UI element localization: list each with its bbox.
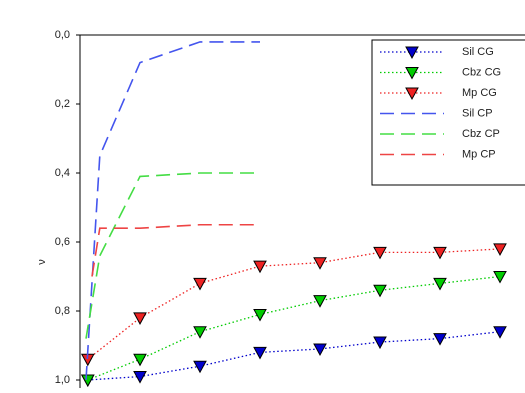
marker <box>133 371 147 384</box>
series-line <box>87 248 501 360</box>
marker <box>373 336 387 350</box>
legend-marker <box>405 46 419 60</box>
y-tick-label: 1,0 <box>55 374 70 386</box>
legend-marker <box>405 87 419 101</box>
y-tick-label: 0,2 <box>55 98 70 110</box>
marker <box>253 260 267 274</box>
series-line <box>87 275 501 381</box>
marker <box>493 271 507 284</box>
marker <box>193 326 207 339</box>
marker <box>80 374 95 388</box>
marker <box>253 308 267 322</box>
series-line <box>87 331 501 381</box>
marker <box>373 284 387 298</box>
marker <box>313 343 327 356</box>
y-axis-label: ν <box>36 259 48 265</box>
marker <box>433 246 447 260</box>
marker <box>193 277 207 291</box>
y-tick-label: 0,8 <box>55 305 70 317</box>
y-tick-label: 0,0 <box>55 29 70 41</box>
legend-label: Cbz CP <box>462 128 500 140</box>
marker <box>433 277 447 291</box>
legend-label: Mp CP <box>462 148 496 160</box>
marker <box>313 257 327 270</box>
marker <box>373 246 387 260</box>
series-line <box>91 223 260 277</box>
marker <box>493 243 507 256</box>
marker <box>313 295 327 308</box>
series-line <box>85 172 260 339</box>
legend-box <box>371 39 525 186</box>
legend-label: Cbz CG <box>462 66 501 78</box>
series-line <box>85 41 260 381</box>
legend-label: Sil CP <box>462 107 493 119</box>
marker <box>433 333 447 346</box>
marker <box>133 353 147 367</box>
y-tick-label: 0,6 <box>55 236 70 248</box>
legend-marker <box>405 67 419 80</box>
legend-label: Mp CG <box>462 87 497 99</box>
marker <box>133 312 147 325</box>
legend-label: Sil CG <box>462 46 494 58</box>
marker <box>493 326 507 339</box>
marker <box>193 360 207 374</box>
y-tick-label: 0,4 <box>55 167 70 179</box>
marker <box>253 346 267 360</box>
